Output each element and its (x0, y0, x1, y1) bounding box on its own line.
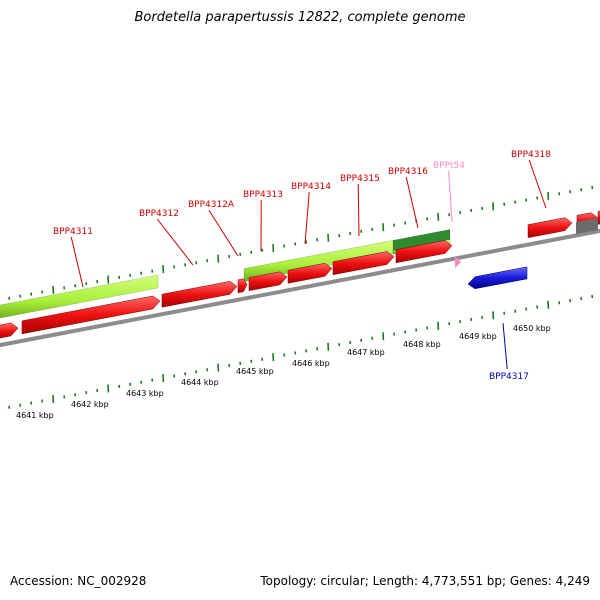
gene-label: BPP4315 (340, 174, 380, 184)
gene-bar (0, 274, 159, 319)
gene-leader-line (304, 191, 310, 245)
backbone-track (0, 228, 600, 348)
gene-leader-line (70, 236, 84, 288)
scale-label: 4642 kbp (71, 400, 109, 409)
trna-marker (455, 256, 461, 268)
map-title: Bordetella parapertussis 12822, complete… (134, 10, 466, 25)
gene-label: BPP4311 (53, 227, 93, 237)
scale-label: 4647 kbp (347, 348, 385, 357)
scale-label: 4643 kbp (126, 389, 164, 398)
cds-forward-arrow (248, 271, 288, 291)
scale-label: 4646 kbp (292, 359, 330, 368)
gene-leader-line (448, 170, 453, 223)
scale-label: 4649 kbp (459, 332, 497, 341)
gene-leader-line (357, 183, 360, 237)
cds-forward-arrow (287, 262, 333, 284)
gene-label: BPP4314 (291, 182, 331, 192)
cds-forward-arrow (237, 278, 248, 294)
misc-feature (576, 218, 598, 234)
cds-forward-arrow (21, 295, 161, 335)
gene-label: BPPt54 (433, 161, 465, 171)
cds-forward-arrow (527, 217, 573, 238)
feature-labels: BPP4311 BPP4312 BPP4312A BPP4313 BPP4314 BPP4… (16, 150, 551, 420)
feature-track (0, 210, 600, 339)
scale-label: 4641 kbp (16, 411, 54, 420)
scale-label: 4650 kbp (513, 324, 551, 333)
gene-leader-line (208, 209, 239, 257)
gene-label: BPP4316 (388, 167, 428, 177)
gene-leader-line (502, 322, 508, 370)
cds-forward-arrow (0, 322, 19, 339)
cds-reverse-arrow (467, 266, 528, 290)
gene-label: BPP4313 (243, 190, 283, 200)
gene-leader-line (405, 176, 419, 229)
genome-summary-text: Topology: circular; Length: 4,773,551 bp… (260, 574, 590, 588)
gene-leader-line (528, 159, 547, 209)
gene-label: BPP4312A (188, 200, 235, 210)
cds-forward-arrow (161, 281, 238, 308)
gene-label: BPP4318 (511, 150, 551, 160)
scale-label: 4644 kbp (181, 378, 219, 387)
backbone-line (0, 228, 600, 348)
cds-forward-arrow (395, 240, 453, 264)
scale-label: 4648 kbp (403, 340, 441, 349)
cds-forward-arrow (332, 251, 395, 276)
gene-label: BPP4312 (139, 209, 179, 219)
gene-leader-line (156, 218, 194, 266)
scale-label: 4645 kbp (236, 367, 274, 376)
gene-label: BPP4317 (489, 372, 529, 382)
accession-text: Accession: NC_002928 (10, 574, 147, 588)
